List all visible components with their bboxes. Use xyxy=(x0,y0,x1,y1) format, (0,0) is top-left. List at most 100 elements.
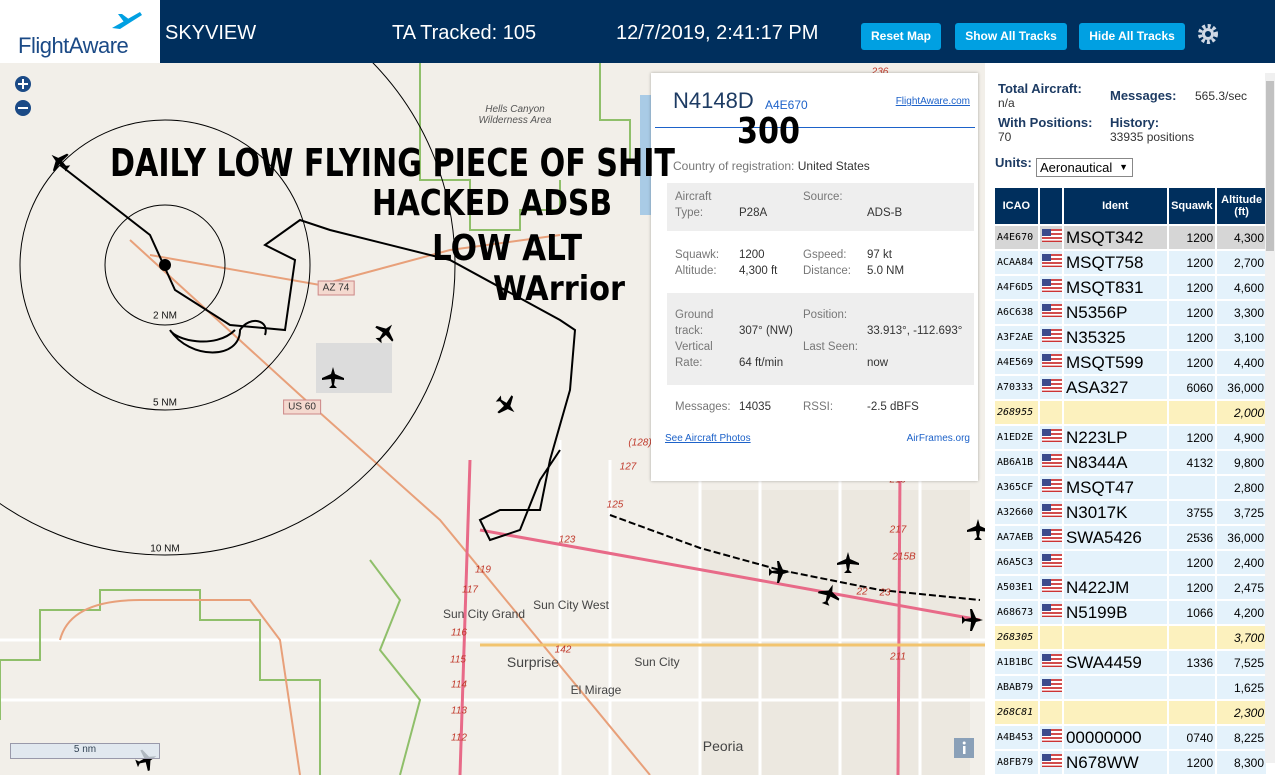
aircraft-row[interactable]: ACAA84 MSQT758 1200 2,700 xyxy=(995,251,1266,274)
place-label: Peoria xyxy=(702,738,744,754)
units-label: Units: xyxy=(995,155,1032,170)
settings-gear[interactable] xyxy=(1196,22,1220,46)
flag-cell xyxy=(1039,226,1062,249)
aircraft-icao: A4E670 xyxy=(765,98,808,112)
aircraft-row[interactable]: A68673 N5199B 1066 4,200 xyxy=(995,601,1266,624)
altitude-cell: 4,900 xyxy=(1217,426,1266,449)
icao-cell: A1B1BC xyxy=(995,651,1038,674)
aircraft-icon[interactable] xyxy=(491,390,521,420)
logo-text: FlightAware xyxy=(18,33,129,58)
flag-cell xyxy=(1039,701,1062,724)
aircraft-row[interactable]: AA7AEB SWA5426 2536 36,000 xyxy=(995,526,1266,549)
aircraft-icon[interactable] xyxy=(967,519,985,540)
aircraft-row[interactable]: A4B453 00000000 0740 8,225 xyxy=(995,726,1266,749)
aircraft-icon[interactable] xyxy=(322,367,344,388)
altitude-cell: 4,400 xyxy=(1217,351,1266,374)
aircraft-row[interactable]: A4E569 MSQT599 1200 4,400 xyxy=(995,351,1266,374)
squawk-cell: 1200 xyxy=(1168,751,1216,774)
flightaware-link[interactable]: FlightAware.com xyxy=(895,96,970,107)
aircraft-icon[interactable] xyxy=(769,561,790,583)
field-label: Altitude: xyxy=(675,265,717,277)
range-ring-label: 2 NM xyxy=(153,310,177,322)
us-flag xyxy=(1041,378,1062,392)
place-label: Sun City Grand xyxy=(442,607,526,621)
aircraft-row[interactable]: A1B1BC SWA4459 1336 7,525 xyxy=(995,651,1266,674)
units-select[interactable]: Aeronautical ▼ xyxy=(1036,158,1133,177)
aircraft-row[interactable]: A6A5C3 1200 2,400 xyxy=(995,551,1266,574)
hide-tracks-button[interactable]: Hide All Tracks xyxy=(1079,23,1185,50)
aircraft-row[interactable]: A4E670 MSQT342 1200 4,300 xyxy=(995,226,1266,249)
us-flag xyxy=(1041,728,1062,742)
altitude-cell: 2,800 xyxy=(1217,476,1266,499)
col-header[interactable]: Squawk xyxy=(1168,188,1216,224)
col-header[interactable]: ICAO xyxy=(995,188,1038,224)
altitude-cell: 4,200 xyxy=(1217,601,1266,624)
icao-cell: A4E569 xyxy=(995,351,1038,374)
datetime: 12/7/2019, 2:41:17 PM xyxy=(616,22,819,44)
reset-map-button[interactable]: Reset Map xyxy=(861,23,941,50)
country-label-text: Country of registration: xyxy=(673,159,795,173)
squawk-cell: 1200 xyxy=(1168,226,1216,249)
icao-cell: A503E1 xyxy=(995,576,1038,599)
icao-cell: A70333 xyxy=(995,376,1038,399)
icao-cell: ACAA84 xyxy=(995,251,1038,274)
aircraft-icon[interactable] xyxy=(133,746,160,774)
road-number: 115 xyxy=(450,654,466,666)
info-section: Aircraft Type: P28A Source: ADS-B xyxy=(667,183,974,231)
ident-cell: MSQT47 xyxy=(1063,476,1167,499)
aircraft-row[interactable]: A32660 N3017K 3755 3,725 xyxy=(995,501,1266,524)
squawk-cell xyxy=(1168,401,1216,424)
photos-link[interactable]: See Aircraft Photos xyxy=(665,433,751,444)
aircraft-icon[interactable] xyxy=(815,581,843,608)
icao-cell: AA7AEB xyxy=(995,526,1038,549)
aircraft-row[interactable]: 268305 3,700 xyxy=(995,626,1266,649)
aircraft-row[interactable]: 268955 2,000 xyxy=(995,401,1266,424)
stat-value: 565.3/sec xyxy=(1195,89,1248,103)
icao-cell: 268305 xyxy=(995,626,1038,649)
road-number: 117 xyxy=(462,584,478,596)
aircraft-row[interactable]: A1ED2E N223LP 1200 4,900 xyxy=(995,426,1266,449)
show-tracks-button[interactable]: Show All Tracks xyxy=(955,23,1067,50)
logo[interactable]: FlightAware xyxy=(0,0,160,63)
aircraft-row[interactable]: AB6A1B N8344A 4132 9,800 xyxy=(995,451,1266,474)
aircraft-row[interactable]: A8FB79 N678WW 1200 8,300 xyxy=(995,751,1266,774)
road-number: 236 xyxy=(871,66,889,78)
altitude-cell: 3,300 xyxy=(1217,301,1266,324)
info-button[interactable] xyxy=(954,738,974,758)
zoom-controls[interactable] xyxy=(12,76,34,120)
aircraft-row[interactable]: A365CF MSQT47 2,800 xyxy=(995,476,1266,499)
scrollbar[interactable] xyxy=(1265,73,1275,763)
aircraft-icon[interactable] xyxy=(837,552,859,573)
icao-cell: A1ED2E xyxy=(995,426,1038,449)
road-number: 125 xyxy=(606,499,624,511)
aircraft-row[interactable]: A3F2AE N35325 1200 3,100 xyxy=(995,326,1266,349)
col-header[interactable]: Ident xyxy=(1063,188,1167,224)
aircraft-row[interactable]: 268C81 2,300 xyxy=(995,701,1266,724)
flag-cell xyxy=(1039,551,1062,574)
flag-cell xyxy=(1039,676,1062,699)
flag-cell xyxy=(1039,401,1062,424)
flag-cell xyxy=(1039,601,1062,624)
field-value: 33.913°, -112.693° xyxy=(867,325,963,337)
ident-cell: SWA5426 xyxy=(1063,526,1167,549)
us-flag xyxy=(1041,328,1062,342)
altitude-cell: 4,600 xyxy=(1217,276,1266,299)
aircraft-row[interactable]: ABAB79 1,625 xyxy=(995,676,1266,699)
aircraft-row[interactable]: A70333 ASA327 6060 36,000 xyxy=(995,376,1266,399)
col-header[interactable]: Altitude (ft) xyxy=(1217,188,1266,224)
aircraft-icon[interactable] xyxy=(370,318,400,348)
aircraft-icon[interactable] xyxy=(45,147,75,177)
aircraft-row[interactable]: A503E1 N422JM 1200 2,475 xyxy=(995,576,1266,599)
aircraft-icon[interactable] xyxy=(962,609,983,631)
aircraft-row[interactable]: A4F6D5 MSQT831 1200 4,600 xyxy=(995,276,1266,299)
altitude-cell: 2,400 xyxy=(1217,551,1266,574)
us-flag xyxy=(1041,578,1062,592)
flag-cell xyxy=(1039,376,1062,399)
flag-cell xyxy=(1039,751,1062,774)
airframes-link[interactable]: AirFrames.org xyxy=(906,433,970,444)
aircraft-row[interactable]: A6C638 N5356P 1200 3,300 xyxy=(995,301,1266,324)
icao-cell: A4F6D5 xyxy=(995,276,1038,299)
ident-cell xyxy=(1063,701,1167,724)
altitude-cell: 2,000 xyxy=(1217,401,1266,424)
road-number: 215B xyxy=(892,551,916,563)
